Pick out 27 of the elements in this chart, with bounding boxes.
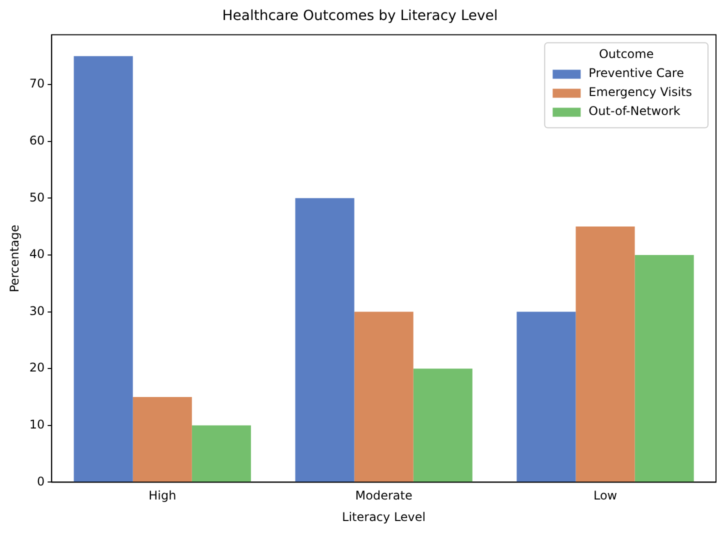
legend-label: Emergency Visits bbox=[588, 84, 692, 99]
bar bbox=[354, 312, 414, 482]
y-tick-label: 30 bbox=[29, 304, 45, 318]
y-tick-label: 60 bbox=[29, 133, 45, 148]
legend-title: Outcome bbox=[598, 46, 654, 61]
bar bbox=[295, 198, 354, 482]
bar bbox=[413, 368, 472, 482]
x-tick-label: Moderate bbox=[355, 488, 412, 503]
legend-label: Preventive Care bbox=[588, 66, 684, 80]
bar bbox=[576, 226, 635, 482]
y-tick-label: 20 bbox=[29, 360, 45, 375]
y-tick-label: 50 bbox=[29, 190, 45, 204]
y-tick-label: 10 bbox=[29, 418, 45, 432]
y-tick-label: 0 bbox=[37, 474, 45, 488]
bar bbox=[516, 312, 576, 482]
y-tick-label: 40 bbox=[29, 247, 45, 262]
y-tick-label: 70 bbox=[29, 76, 45, 91]
chart-title: Healthcare Outcomes by Literacy Level bbox=[222, 8, 498, 24]
x-axis-title: Literacy Level bbox=[342, 510, 426, 524]
bar bbox=[74, 56, 133, 482]
bar bbox=[192, 425, 251, 482]
y-axis-title: Percentage bbox=[7, 224, 22, 292]
bar bbox=[634, 254, 694, 482]
x-tick-label: High bbox=[148, 488, 176, 503]
bar bbox=[132, 396, 192, 482]
x-tick-label: Low bbox=[593, 488, 618, 503]
legend-label: Out-of-Network bbox=[588, 104, 680, 118]
